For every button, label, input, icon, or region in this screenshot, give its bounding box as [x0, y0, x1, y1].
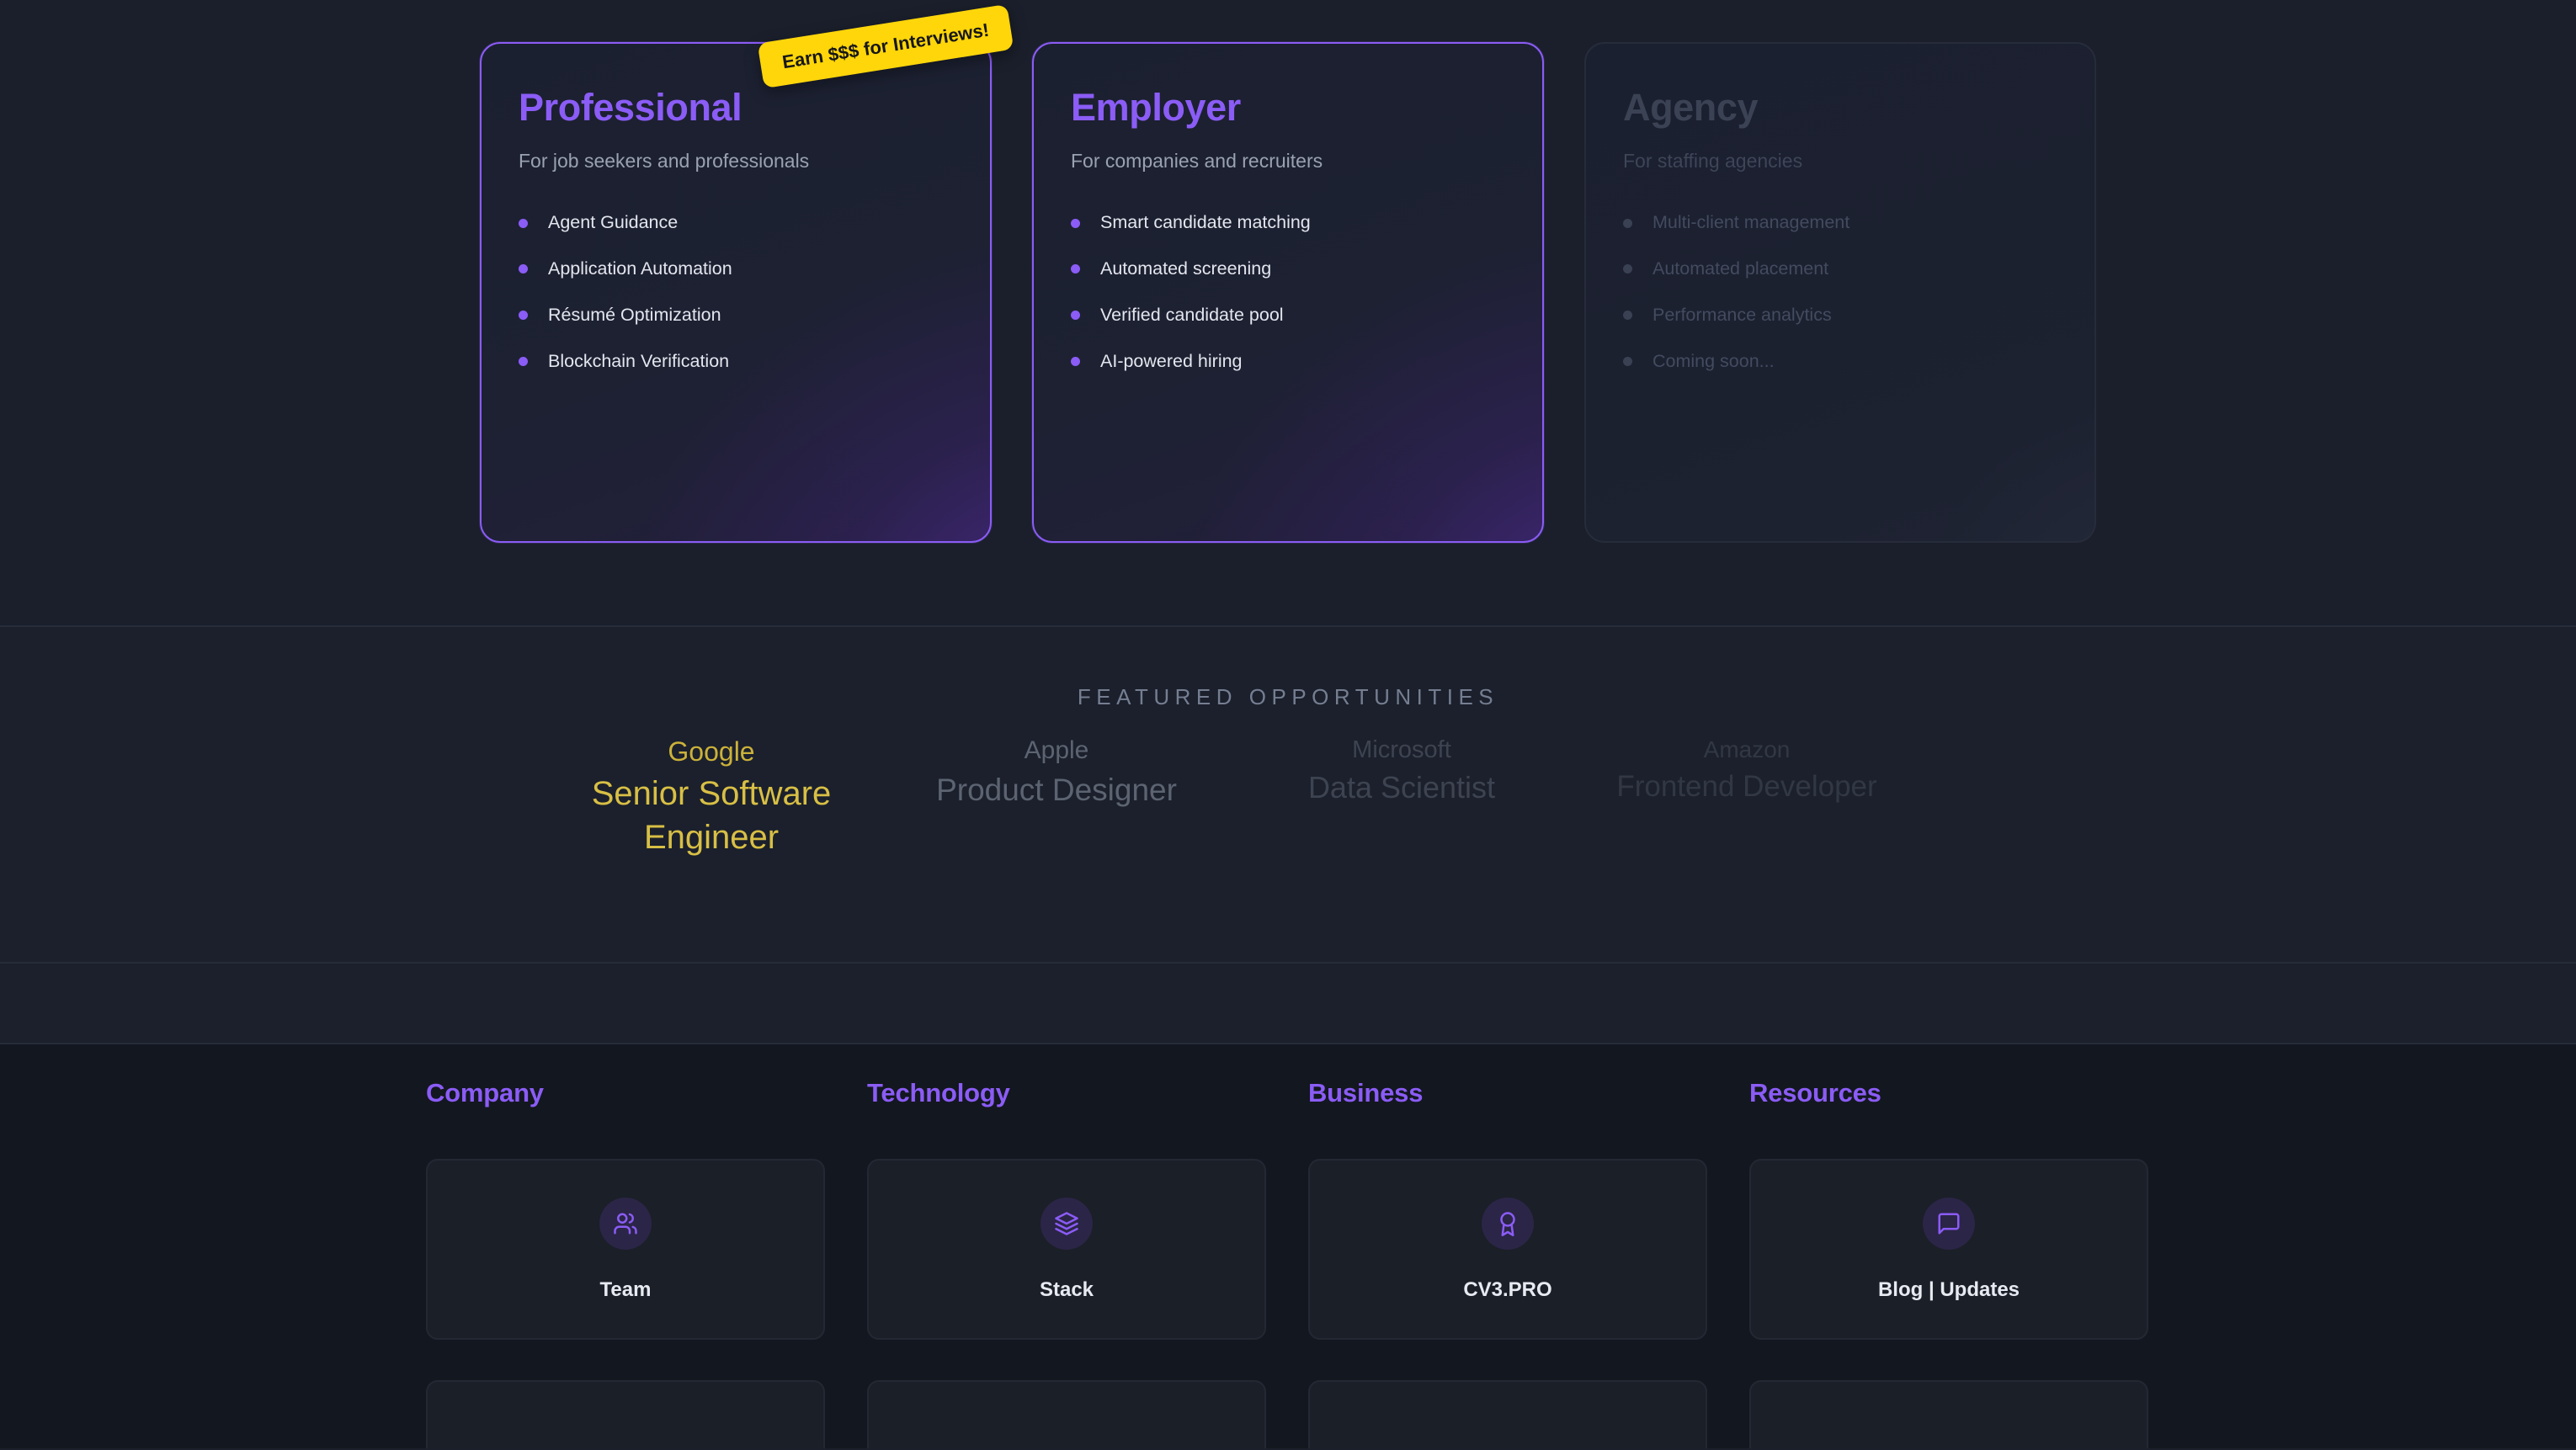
persona-feature-list: Agent Guidance Application Automation Ré…: [519, 212, 953, 372]
footer-column-technology: Technology Stack: [867, 1078, 1266, 1448]
footer-link-card-secondary[interactable]: [1308, 1380, 1707, 1448]
list-item: Automated screening: [1071, 258, 1505, 280]
persona-cards-row: Earn $$$ for Interviews! Professional Fo…: [480, 3, 2096, 543]
footer-card-label: Team: [599, 1277, 652, 1301]
persona-card-employer[interactable]: Employer For companies and recruiters Sm…: [1032, 42, 1544, 543]
featured-opportunity-item[interactable]: Google Senior Software Engineer: [539, 734, 884, 859]
featured-company-name: Amazon: [1703, 736, 1791, 762]
users-icon: [599, 1197, 652, 1250]
persona-feature-label: Agent Guidance: [548, 212, 679, 233]
site-footer: Company Team Technology Stack Business: [0, 1044, 2576, 1448]
persona-feature-label: Multi-client management: [1653, 212, 1850, 233]
list-item: AI-powered hiring: [1071, 351, 1505, 373]
bullet-icon: [1071, 218, 1080, 228]
list-item: Multi-client management: [1623, 212, 2057, 234]
footer-card-label: Stack: [1039, 1277, 1094, 1301]
featured-opportunity-item[interactable]: Apple Product Designer: [884, 734, 1229, 859]
persona-subtitle: For job seekers and professionals: [519, 150, 810, 173]
list-item: Performance analytics: [1623, 305, 2057, 327]
footer-link-card-blog[interactable]: Blog | Updates: [1749, 1159, 2148, 1340]
footer-link-card-secondary[interactable]: [1749, 1380, 2148, 1448]
persona-title: Agency: [1623, 86, 1759, 129]
footer-link-card-secondary[interactable]: [867, 1380, 1266, 1448]
featured-company-name: Google: [668, 736, 755, 767]
persona-feature-list: Smart candidate matching Automated scree…: [1071, 212, 1505, 372]
list-item: Coming soon...: [1623, 351, 2057, 373]
persona-subtitle: For companies and recruiters: [1071, 150, 1323, 173]
list-item: Automated placement: [1623, 258, 2057, 280]
bullet-icon: [519, 311, 528, 321]
list-item: Résumé Optimization: [519, 305, 953, 327]
featured-opportunities-carousel[interactable]: Google Senior Software Engineer Apple Pr…: [0, 734, 2576, 859]
bullet-icon: [1623, 311, 1632, 321]
section-spacer: [0, 964, 2576, 1044]
footer-card-label: CV3.PRO: [1463, 1277, 1552, 1301]
bullet-icon: [1071, 311, 1080, 321]
persona-feature-label: Résumé Optimization: [548, 304, 721, 325]
bullet-icon: [519, 356, 528, 366]
message-square-icon: [1923, 1197, 1975, 1250]
featured-opportunity-item[interactable]: Microsoft Data Scientist: [1229, 734, 1574, 859]
bullet-icon: [1623, 264, 1632, 274]
featured-company-name: Microsoft: [1352, 736, 1451, 763]
earn-for-interviews-badge: Earn $$$ for Interviews!: [757, 3, 1014, 89]
footer-column-business: Business CV3.PRO: [1308, 1078, 1707, 1448]
award-icon: [1482, 1197, 1534, 1250]
footer-column-company: Company Team: [426, 1078, 825, 1448]
footer-columns-grid: Company Team Technology Stack Business: [426, 1078, 2148, 1448]
persona-feature-label: Performance analytics: [1653, 304, 1832, 325]
featured-role-title: Frontend Developer: [1616, 769, 1877, 803]
persona-feature-label: Verified candidate pool: [1100, 304, 1284, 325]
featured-role-title: Data Scientist: [1307, 770, 1496, 805]
footer-column-resources: Resources Blog | Updates: [1749, 1078, 2148, 1448]
persona-feature-label: Automated screening: [1100, 258, 1272, 279]
footer-column-title: Resources: [1749, 1078, 1881, 1107]
footer-column-title: Business: [1308, 1078, 1424, 1107]
persona-feature-label: Application Automation: [548, 258, 732, 279]
persona-feature-label: Automated placement: [1653, 258, 1829, 279]
list-item: Blockchain Verification: [519, 351, 953, 373]
bullet-icon: [519, 218, 528, 228]
list-item: Verified candidate pool: [1071, 305, 1505, 327]
featured-opportunity-item[interactable]: Amazon Frontend Developer: [1574, 734, 1919, 859]
featured-opportunities-label: FEATURED OPPORTUNITIES: [1077, 684, 1499, 709]
list-item: Smart candidate matching: [1071, 212, 1505, 234]
list-item: Application Automation: [519, 258, 953, 280]
bullet-icon: [519, 264, 528, 274]
featured-opportunities-section: FEATURED OPPORTUNITIES Google Senior Sof…: [0, 627, 2576, 964]
bullet-icon: [1623, 218, 1632, 228]
footer-column-title: Technology: [867, 1078, 1010, 1107]
layers-icon: [1041, 1197, 1093, 1250]
persona-feature-label: Blockchain Verification: [548, 350, 730, 371]
persona-subtitle: For staffing agencies: [1623, 150, 1803, 173]
persona-cards-section: Earn $$$ for Interviews! Professional Fo…: [0, 0, 2576, 627]
footer-link-card-cv3pro[interactable]: CV3.PRO: [1308, 1159, 1707, 1340]
featured-company-name: Apple: [1024, 736, 1089, 764]
featured-role-title: Product Designer: [936, 772, 1177, 807]
footer-link-card-team[interactable]: Team: [426, 1159, 825, 1340]
featured-role-title: Senior Software Engineer: [591, 775, 832, 857]
persona-title: Employer: [1071, 86, 1241, 129]
bullet-icon: [1071, 264, 1080, 274]
persona-feature-label: Smart candidate matching: [1100, 212, 1311, 233]
footer-column-title: Company: [426, 1078, 544, 1107]
footer-card-label: Blog | Updates: [1877, 1277, 2020, 1301]
persona-feature-list: Multi-client management Automated placem…: [1623, 212, 2057, 372]
footer-link-card-stack[interactable]: Stack: [867, 1159, 1266, 1340]
bullet-icon: [1623, 356, 1632, 366]
persona-card-agency[interactable]: Agency For staffing agencies Multi-clien…: [1584, 42, 2096, 543]
bullet-icon: [1071, 356, 1080, 366]
persona-title: Professional: [519, 86, 742, 129]
persona-feature-label: Coming soon...: [1653, 350, 1775, 371]
footer-link-card-secondary[interactable]: [426, 1380, 825, 1448]
persona-card-professional[interactable]: Earn $$$ for Interviews! Professional Fo…: [480, 3, 1014, 543]
persona-feature-label: AI-powered hiring: [1100, 350, 1243, 371]
list-item: Agent Guidance: [519, 212, 953, 234]
